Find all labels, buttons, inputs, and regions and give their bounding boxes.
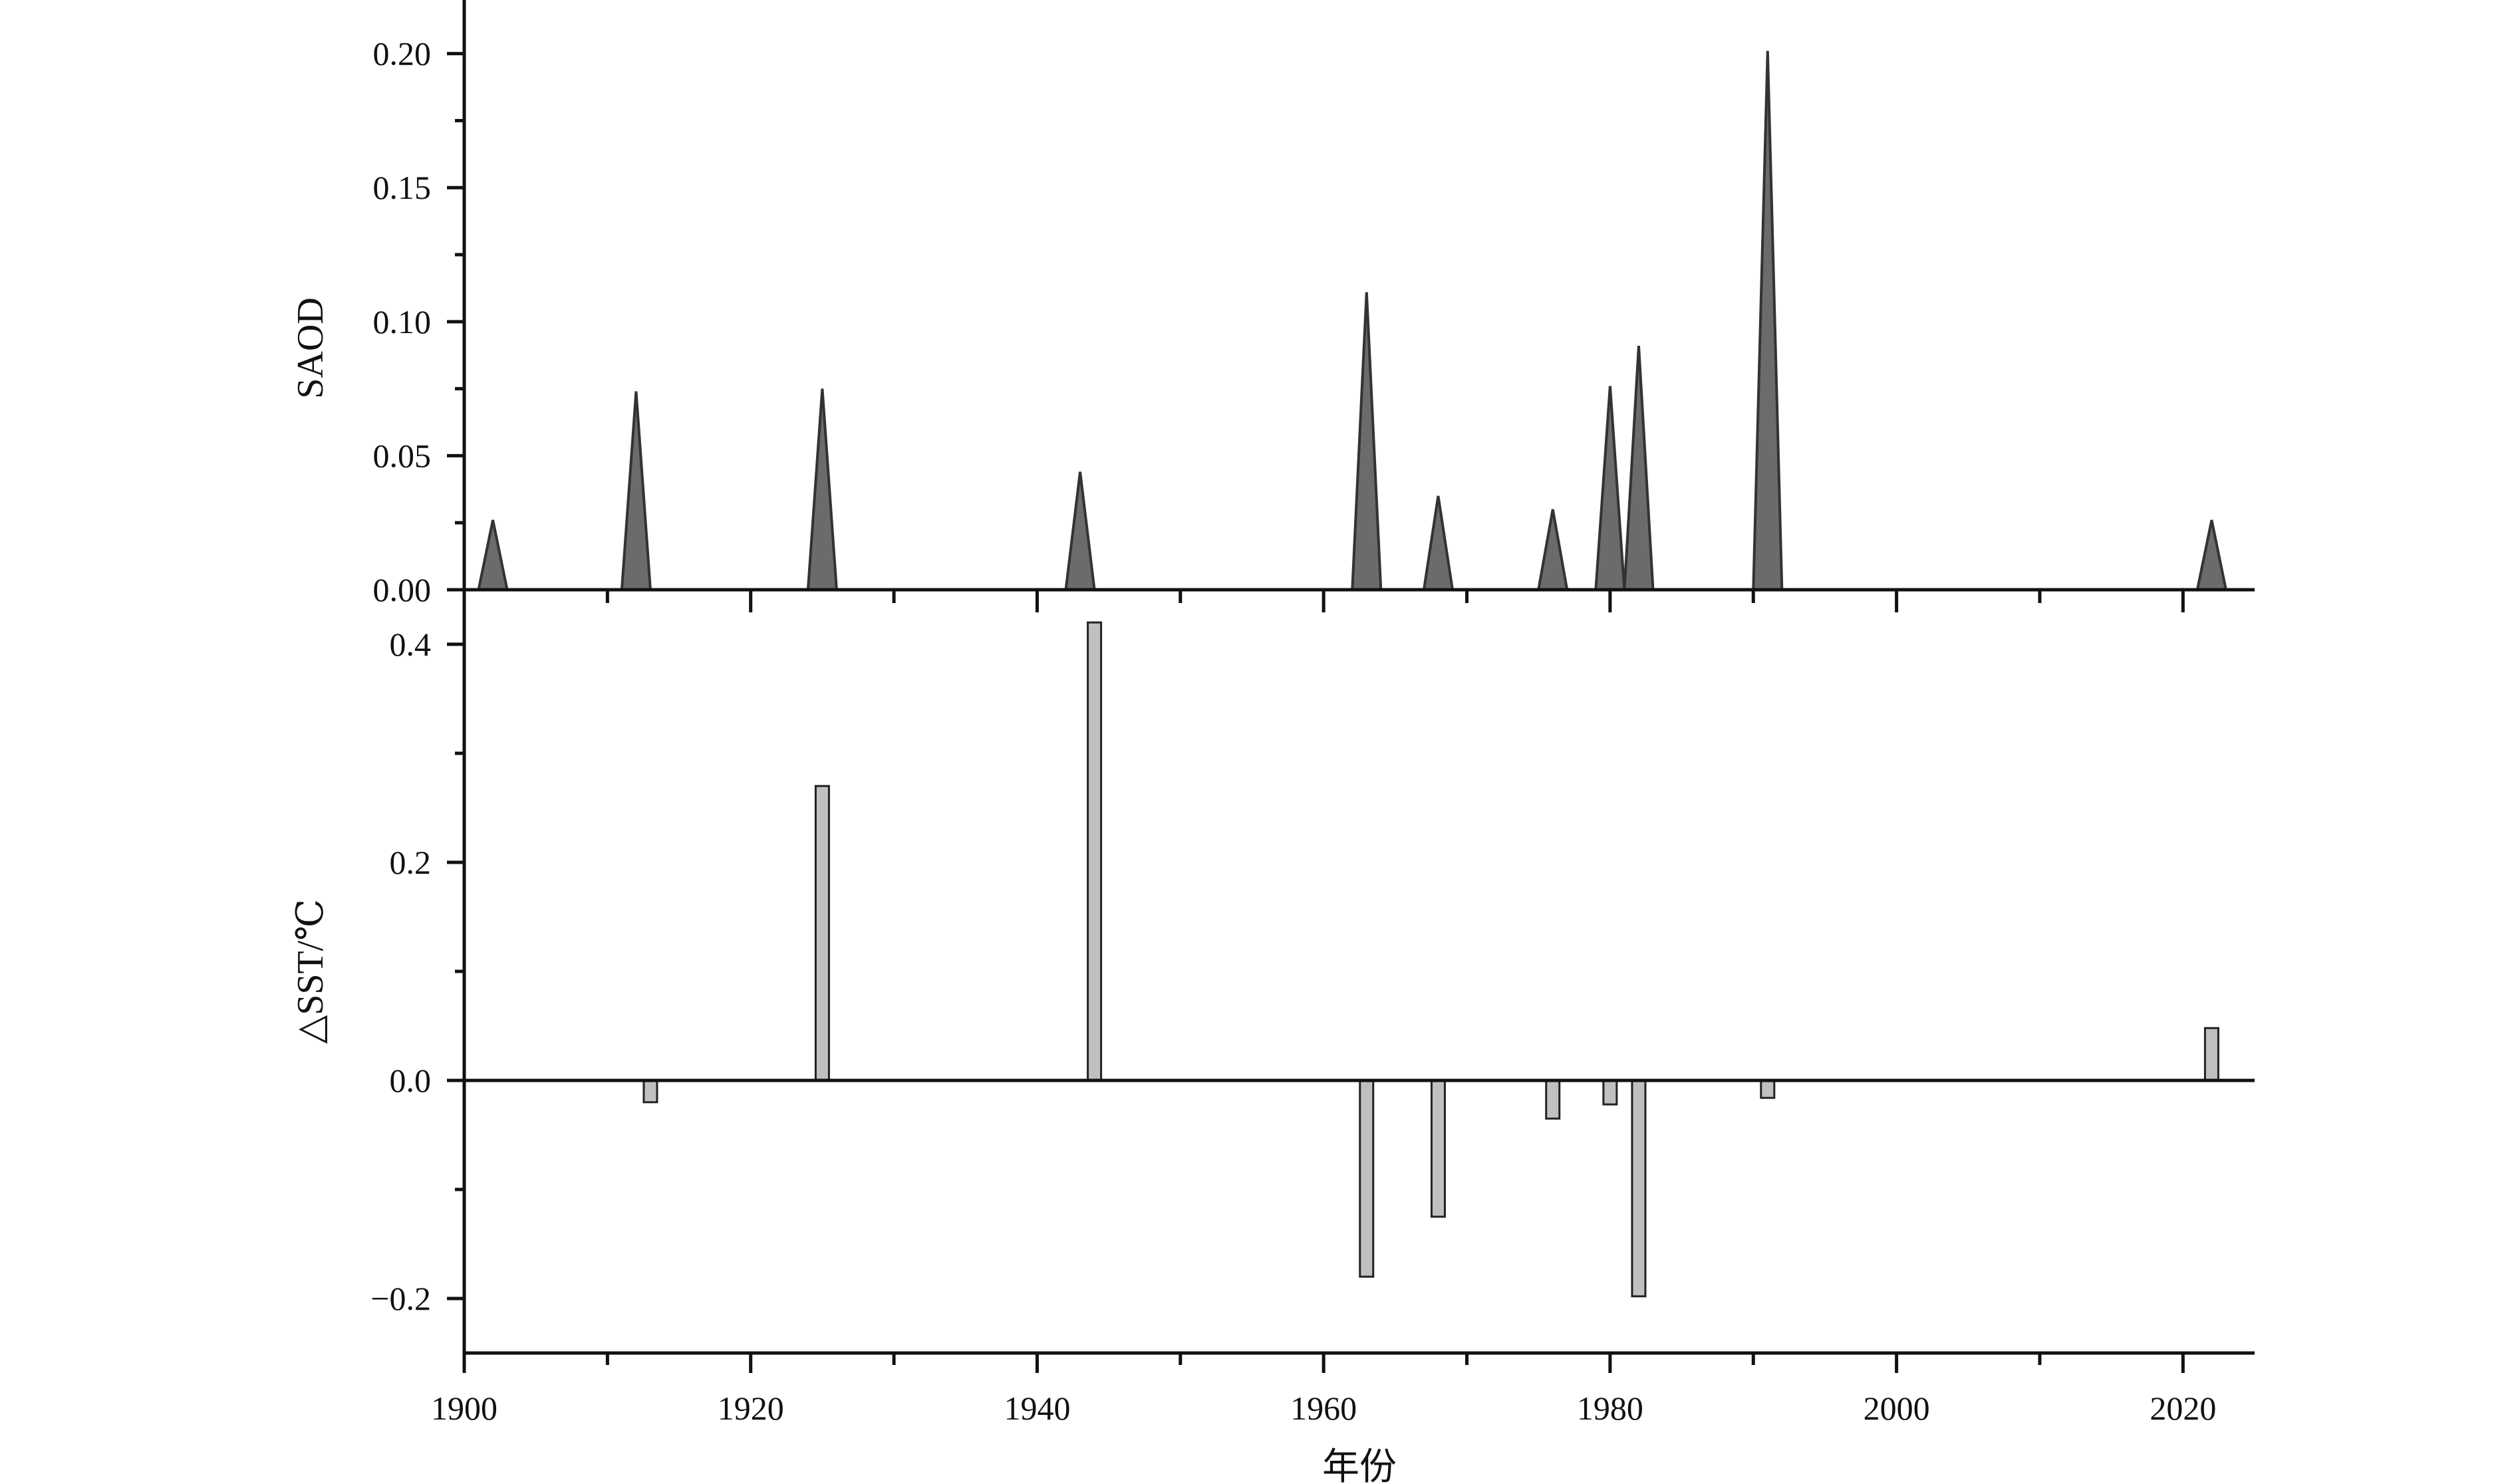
sst-bar bbox=[1087, 621, 1103, 1082]
sst-axes: −0.2 0.0 0.2 0.4 1900 1920 1940 1960 1980 2000 202… bbox=[370, 590, 2255, 1427]
sst-bar bbox=[1430, 1079, 1446, 1218]
sst-y-tick-label: −0.2 bbox=[370, 1280, 431, 1317]
saod-peak bbox=[477, 519, 509, 591]
sst-y-tick-label: 0.4 bbox=[390, 626, 432, 663]
saod-y-tick-label: 0.15 bbox=[373, 169, 432, 206]
year-x-tick-label: 1980 bbox=[1577, 1390, 1643, 1427]
sst-bar bbox=[642, 1079, 658, 1104]
year-x-tick-label: 1940 bbox=[1004, 1390, 1070, 1427]
sst-bar bbox=[1760, 1079, 1776, 1099]
year-x-tick-label: 1900 bbox=[431, 1390, 497, 1427]
sst-bar bbox=[1631, 1079, 1647, 1298]
sst-bar-series bbox=[642, 621, 2219, 1298]
sst-bar bbox=[1602, 1079, 1618, 1106]
sst-axis-title: △SST/℃ bbox=[290, 899, 331, 1044]
saod-peak bbox=[620, 391, 652, 591]
saod-peak bbox=[1351, 292, 1383, 591]
saod-peak bbox=[1594, 386, 1626, 591]
sst-bar bbox=[1359, 1079, 1375, 1278]
saod-axes: 0.00 0.05 0.10 0.15 0.20 bbox=[373, 0, 2185, 612]
saod-peak bbox=[1536, 509, 1569, 591]
saod-peak bbox=[2195, 519, 2228, 591]
sst-panel: −0.2 0.0 0.2 0.4 1900 1920 1940 1960 1980 2000 202… bbox=[290, 590, 2255, 1484]
saod-peak bbox=[1064, 471, 1096, 591]
sst-bar bbox=[814, 785, 830, 1082]
saod-peak bbox=[1752, 51, 1784, 591]
year-x-tick-label: 2020 bbox=[2150, 1390, 2216, 1427]
saod-axis-title: SAOD bbox=[290, 297, 331, 398]
saod-peak bbox=[1422, 495, 1455, 591]
saod-peak bbox=[806, 388, 839, 591]
saod-y-tick-label: 0.00 bbox=[373, 571, 432, 608]
saod-y-tick-label: 0.05 bbox=[373, 437, 432, 474]
year-x-tick-label: 1960 bbox=[1290, 1390, 1357, 1427]
year-x-tick-label: 2000 bbox=[1864, 1390, 1930, 1427]
saod-panel: 0.00 0.05 0.10 0.15 0.20 SAOD bbox=[290, 0, 2255, 612]
sst-y-tick-label: 0.2 bbox=[390, 844, 432, 881]
sst-bar bbox=[2203, 1027, 2219, 1082]
sst-bar bbox=[1545, 1079, 1561, 1120]
sst-y-tick-label: 0.0 bbox=[390, 1062, 432, 1099]
saod-area-series bbox=[464, 51, 2255, 592]
saod-y-tick-label: 0.20 bbox=[373, 35, 432, 72]
saod-peak bbox=[1623, 345, 1655, 591]
year-axis-title: 年份 bbox=[1322, 1447, 1397, 1484]
saod-y-tick-label: 0.10 bbox=[373, 303, 432, 340]
year-x-tick-label: 1920 bbox=[718, 1390, 784, 1427]
